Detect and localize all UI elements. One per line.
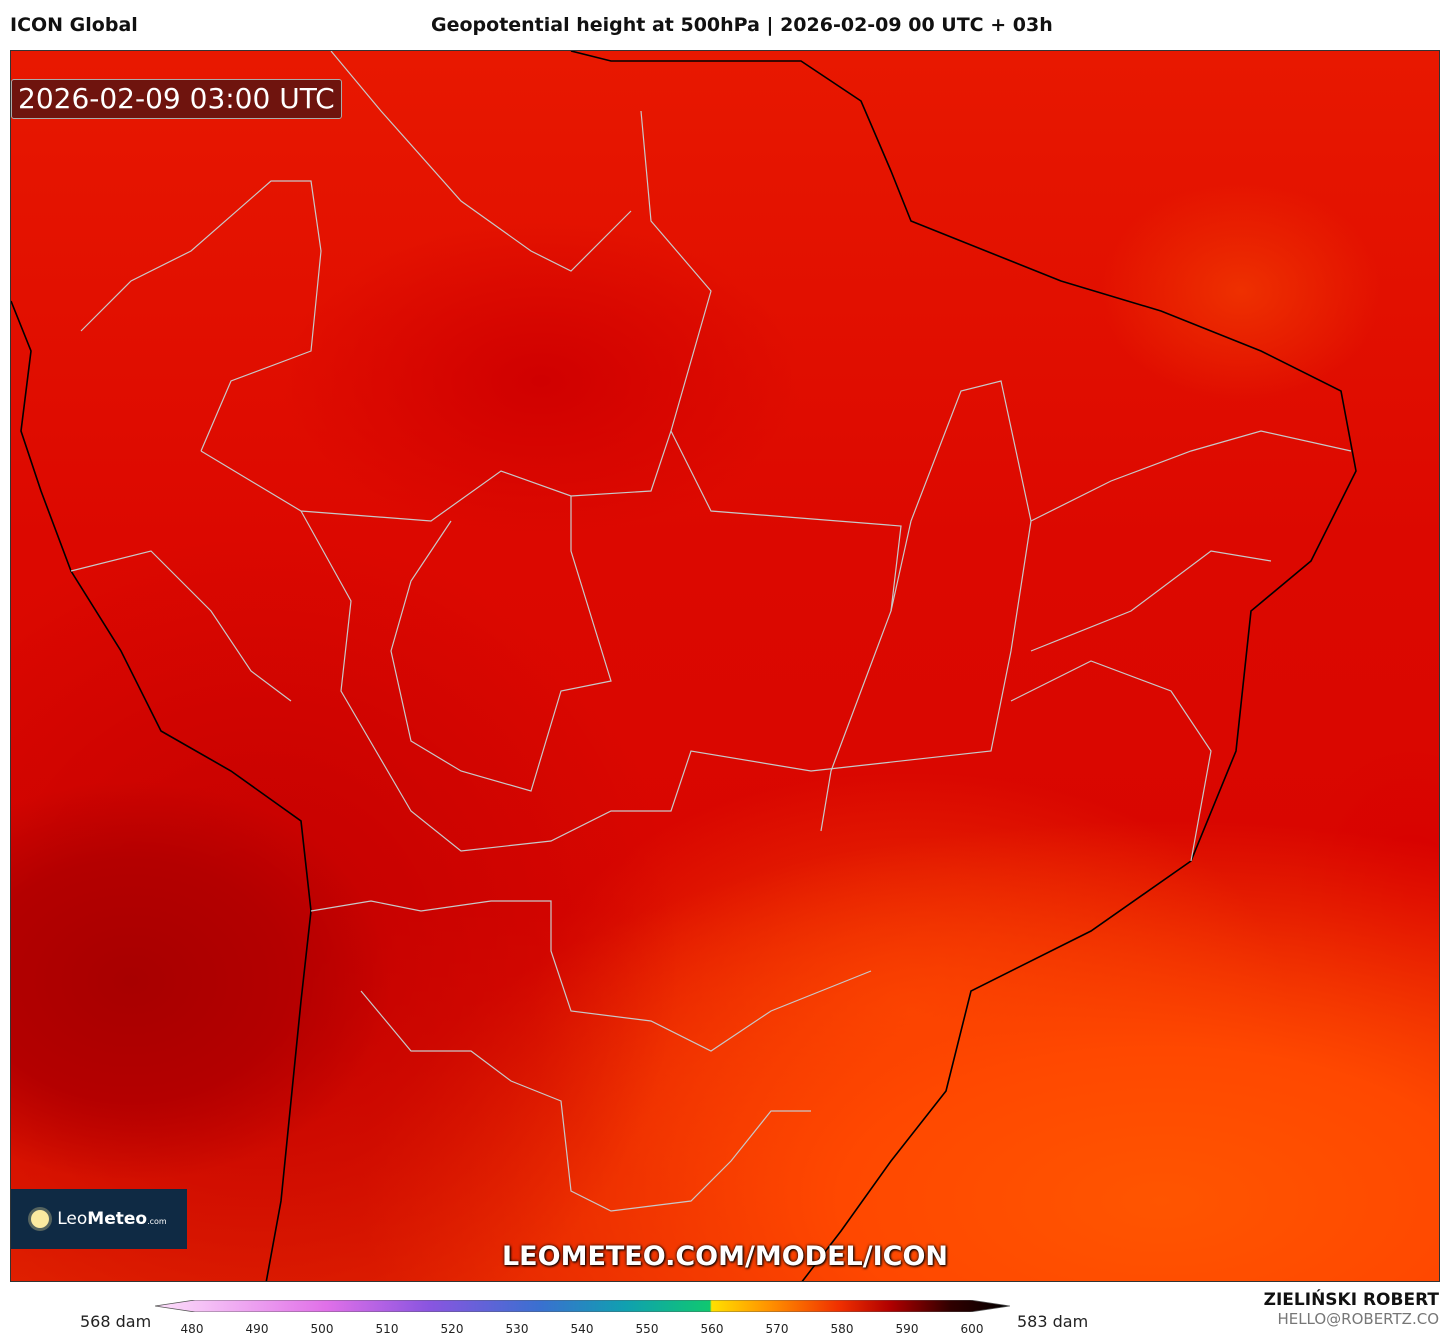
colorbar-tick: 520 <box>440 1322 464 1336</box>
colorbar-tick: 500 <box>310 1322 334 1336</box>
leometeo-logo[interactable]: LeoMeteo .com <box>11 1189 187 1249</box>
forecast-map[interactable]: 2026-02-09 03:00 UTC LeoMeteo .com LEOMET… <box>10 50 1440 1282</box>
author-credit: ZIELIŃSKI ROBERT HELLO@ROBERTZ.CO <box>1264 1290 1439 1328</box>
model-name: ICON Global <box>10 14 138 36</box>
colorbar-tick: 570 <box>765 1322 789 1336</box>
colorbar-max-label: 583 dam <box>1017 1312 1089 1331</box>
colorbar-tick: 560 <box>700 1322 724 1336</box>
colorbar-tick: 540 <box>570 1322 594 1336</box>
valid-time-label: 2026-02-09 03:00 UTC <box>11 79 342 119</box>
coastline <box>11 51 1357 1281</box>
colorbar-min-label: 568 dam <box>80 1312 152 1331</box>
colorbar-tick: 580 <box>830 1322 854 1336</box>
watermark-url: LEOMETEO.COM/MODEL/ICON <box>501 1241 949 1272</box>
colorbar-tick: 530 <box>505 1322 529 1336</box>
colorbar-gradient <box>155 1300 1010 1312</box>
author-email[interactable]: HELLO@ROBERTZ.CO <box>1277 1310 1439 1328</box>
sun-icon <box>31 1210 50 1228</box>
colorbar-tick: 480 <box>180 1322 204 1336</box>
colorbar-tick: 590 <box>895 1322 919 1336</box>
borders <box>70 51 1352 1212</box>
colorbar-tick: 490 <box>245 1322 269 1336</box>
author-name: ZIELIŃSKI ROBERT <box>1263 1290 1439 1310</box>
colorbar-tick: 550 <box>635 1322 659 1336</box>
colorbar-tick: 510 <box>375 1322 399 1336</box>
chart-title: Geopotential height at 500hPa | 2026-02-… <box>431 14 1053 36</box>
boundaries <box>11 51 1357 1281</box>
colorbar <box>155 1300 1010 1312</box>
colorbar-tick: 600 <box>960 1322 984 1336</box>
